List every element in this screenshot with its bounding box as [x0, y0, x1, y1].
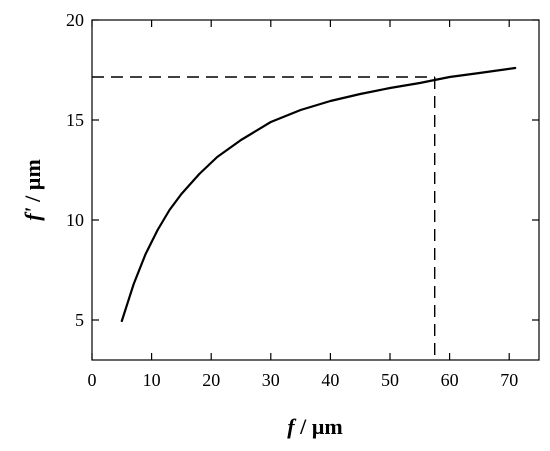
x-axis-title: f / µm [287, 414, 342, 439]
y-tick-label: 20 [66, 10, 84, 30]
plot-frame [91, 19, 540, 361]
x-tick-label: 30 [262, 370, 280, 390]
tick-marks [91, 19, 539, 360]
x-tick-label: 0 [88, 370, 97, 390]
x-tick-label: 70 [500, 370, 518, 390]
tick-labels: 0 10 20 30 40 50 60 70 5 10 15 20 [66, 10, 518, 390]
x-tick-label: 50 [381, 370, 399, 390]
y-tick-label: 5 [75, 310, 84, 330]
series-line [120, 66, 517, 323]
series-layer [120, 66, 517, 323]
x-tick-label: 60 [441, 370, 459, 390]
reference-lines [92, 76, 436, 360]
x-tick-label: 40 [321, 370, 339, 390]
y-tick-label: 10 [66, 210, 84, 230]
y-axis-title: f' / µm [20, 159, 45, 221]
x-tick-label: 10 [143, 370, 161, 390]
y-tick-label: 15 [66, 110, 84, 130]
x-tick-label: 20 [202, 370, 220, 390]
